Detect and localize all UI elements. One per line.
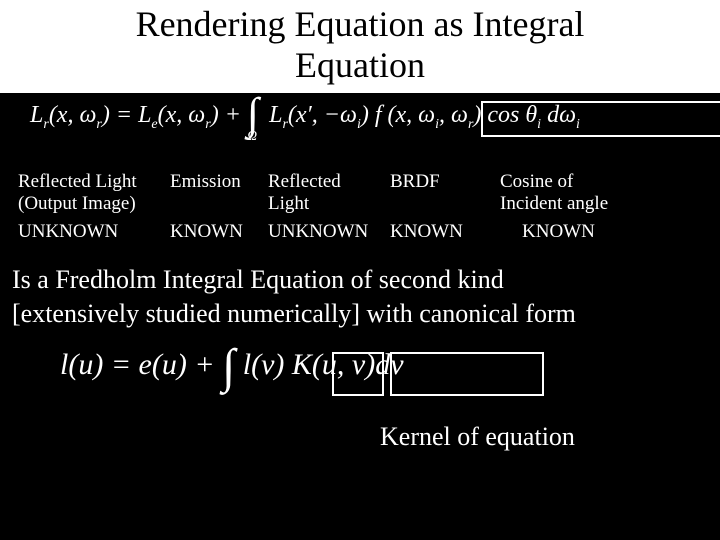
equation2-text: l(u) = e(u) + ∫ l(v) K(u, v)dv xyxy=(60,348,404,381)
fredholm-equation: l(u) = e(u) + ∫ l(v) K(u, v)dv xyxy=(60,348,720,408)
label-brdf: BRDF xyxy=(390,171,500,215)
label-cosine: Cosine of Incident angle xyxy=(500,171,640,215)
body-line-2: [extensively studied numerically] with c… xyxy=(12,299,576,328)
body-text: Is a Fredholm Integral Equation of secon… xyxy=(12,263,720,331)
body-line-1: Is a Fredholm Integral Equation of secon… xyxy=(12,265,504,294)
status-brdf: KNOWN xyxy=(390,221,500,243)
kernel-label: Kernel of equation xyxy=(380,422,720,452)
status-reflected-light: UNKNOWN xyxy=(268,221,390,243)
rendering-equation: Lr(x, ωr) = Le(x, ωr) + ∫ΩLr(x′, −ωi) f … xyxy=(30,101,720,161)
status-row: UNKNOWN KNOWN UNKNOWN KNOWN KNOWN xyxy=(18,221,720,243)
label-reflected-output: Reflected Light (Output Image) xyxy=(18,171,170,215)
highlight-box-kernel xyxy=(390,352,544,396)
equation1-text: Lr(x, ωr) = Le(x, ωr) + ∫ΩLr(x′, −ωi) f … xyxy=(30,102,580,128)
label-reflected-light: Reflected Light xyxy=(268,171,390,215)
title-line-2: Equation xyxy=(295,45,425,85)
status-emission: KNOWN xyxy=(170,221,268,243)
term-labels-row: Reflected Light (Output Image) Emission … xyxy=(18,171,720,215)
status-reflected-output: UNKNOWN xyxy=(18,221,170,243)
title-line-1: Rendering Equation as Integral xyxy=(136,4,585,44)
label-emission: Emission xyxy=(170,171,268,215)
status-cosine: KNOWN xyxy=(500,221,640,243)
slide-title: Rendering Equation as Integral Equation xyxy=(0,0,720,93)
